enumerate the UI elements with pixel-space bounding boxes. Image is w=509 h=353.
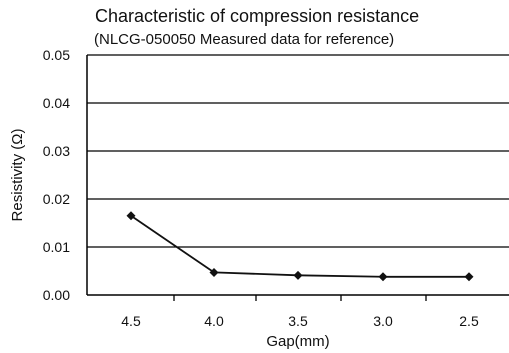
x-tick-label: 3.0 [373,313,393,329]
data-point-marker [378,272,388,282]
x-tick-label: 3.5 [288,313,308,329]
y-tick-label: 0.05 [43,47,70,63]
x-tick-label: 4.5 [121,313,141,329]
grid-lines [87,54,509,248]
chart-subtitle: (NLCG-050050 Measured data for reference… [94,31,394,48]
y-axis-ticks: 0.05 0.04 0.03 0.02 0.01 0.00 [43,47,70,303]
x-axis-ticks: 4.5 4.0 3.5 3.0 2.5 [121,295,479,329]
x-axis-label: Gap(mm) [266,333,329,350]
y-tick-label: 0.01 [43,239,70,255]
x-tick-label: 4.0 [204,313,224,329]
y-tick-label: 0.02 [43,191,70,207]
data-point-marker [209,267,219,277]
y-tick-label: 0.04 [43,95,70,111]
y-tick-label: 0.03 [43,143,70,159]
data-point-marker [126,211,136,221]
series-line [130,215,469,278]
data-point-marker [293,270,303,280]
data-point-marker [464,272,474,282]
x-tick-label: 2.5 [459,313,479,329]
y-tick-label: 0.00 [43,287,70,303]
series-layer [126,211,474,282]
y-axis-label: Resistivity (Ω) [9,129,26,222]
chart-title: Characteristic of compression resistance [95,6,419,26]
